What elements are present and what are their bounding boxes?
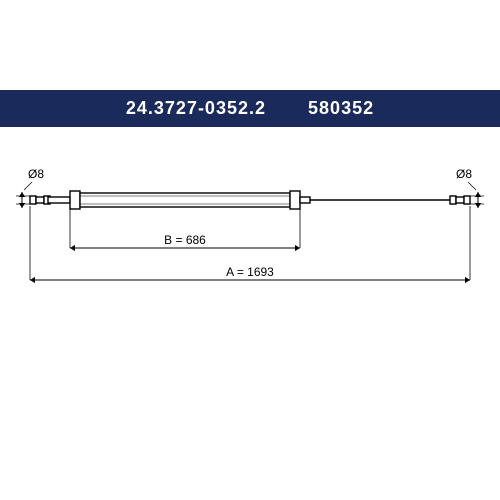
part-number-1: 24.3727-0352.2 xyxy=(126,98,266,118)
part-number-2: 580352 xyxy=(308,98,374,118)
technical-drawing: Ø8 Ø8 B = 686 A = 1693 xyxy=(0,130,500,410)
svg-text:A = 1693: A = 1693 xyxy=(226,265,274,279)
svg-text:Ø8: Ø8 xyxy=(28,167,44,181)
header-bar: 24.3727-0352.2 580352 xyxy=(0,90,500,127)
svg-text:Ø8: Ø8 xyxy=(456,167,472,181)
svg-text:B = 686: B = 686 xyxy=(164,233,206,247)
